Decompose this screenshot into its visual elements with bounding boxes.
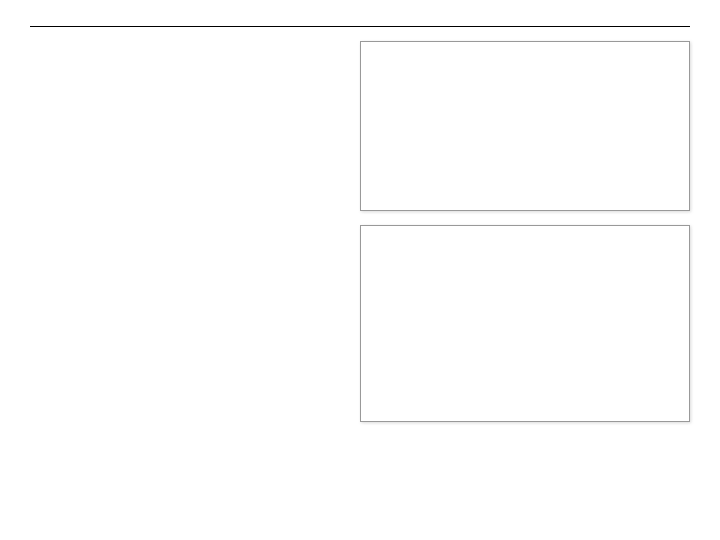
diagram-1 xyxy=(360,41,690,211)
bullet-list xyxy=(30,41,360,422)
diagram-2-note xyxy=(361,226,689,230)
divider xyxy=(30,26,690,27)
diagram-2 xyxy=(360,225,690,422)
